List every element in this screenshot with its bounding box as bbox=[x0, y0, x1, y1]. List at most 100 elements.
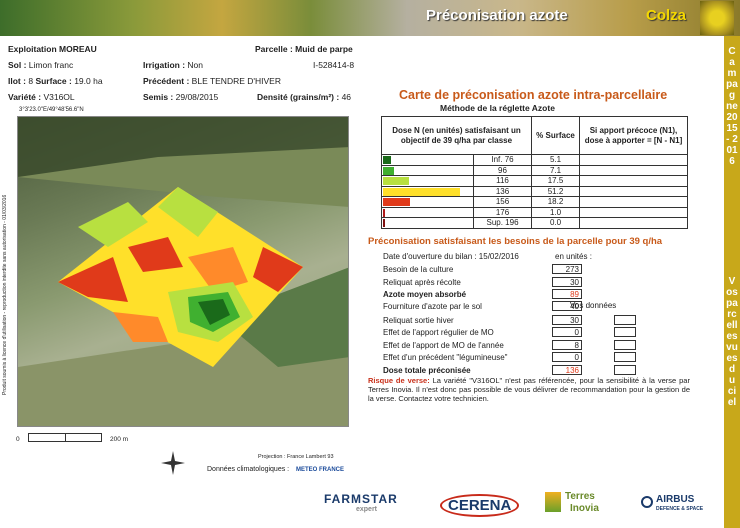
bilan-label: Besoin de la culture bbox=[383, 265, 454, 274]
dose-table: Dose N (en unités) satisfaisant un objec… bbox=[381, 116, 688, 229]
carte-title: Carte de préconisation azote intra-parce… bbox=[399, 88, 668, 102]
surface-value: 17.5 bbox=[531, 175, 580, 187]
dose-bar-cell bbox=[381, 206, 474, 218]
bilan-value: 136 bbox=[552, 365, 582, 375]
precedent-info: Précédent : BLE TENDRE D'HIVER bbox=[143, 76, 281, 86]
crop-name: Colza bbox=[646, 7, 687, 24]
bilan-value: 40 bbox=[552, 301, 582, 311]
dose-value: 96 bbox=[473, 164, 532, 176]
verse-warning: Risque de verse: La variété "V316OL" n'e… bbox=[368, 376, 690, 403]
bilan-label: Reliquat après récolte bbox=[383, 278, 461, 287]
dose-bar-cell bbox=[381, 154, 474, 166]
bilan-value: 273 bbox=[552, 264, 582, 274]
dose-row: 116 17.5 bbox=[381, 175, 688, 187]
n1-value bbox=[579, 185, 688, 197]
vos-donnees-label: Vos données bbox=[570, 301, 617, 310]
bilan-label: Effet de l'apport de MO de l'année bbox=[383, 341, 504, 350]
bilan-title: Préconisation satisfaisant les besoins d… bbox=[368, 236, 663, 247]
semis-info: Semis : 29/08/2015 bbox=[143, 92, 219, 102]
bilan-value: 89 bbox=[552, 289, 582, 299]
bilan-label: Dose totale préconisée bbox=[383, 366, 471, 375]
slogan-vertical-text: Vos parcelles vues du ciel bbox=[726, 276, 738, 408]
ilot-info: Ilot : 8 Surface : 19.0 ha bbox=[8, 76, 103, 86]
dose-bar-cell bbox=[381, 217, 474, 229]
exploitation-name: Exploitation MOREAU bbox=[8, 44, 97, 54]
dose-bar-cell bbox=[381, 175, 474, 187]
surface-value: 51.2 bbox=[531, 185, 580, 197]
projection-info: Projection : France Lambert 93 bbox=[258, 454, 334, 460]
bilan-value: 8 bbox=[552, 340, 582, 350]
bilan-value: 0 bbox=[552, 327, 582, 337]
user-data-input[interactable] bbox=[614, 315, 636, 325]
page-title: Préconisation azote bbox=[426, 7, 568, 24]
airbus-sub: DEFENCE & SPACE bbox=[656, 506, 704, 512]
rapeseed-flower-icon bbox=[700, 1, 734, 35]
n1-value bbox=[579, 196, 688, 208]
dose-bar bbox=[383, 166, 394, 175]
user-data-input[interactable] bbox=[614, 365, 636, 375]
surface-value: 1.0 bbox=[531, 206, 580, 218]
dose-bar bbox=[383, 156, 391, 165]
farmstar-logo: FARMSTAR bbox=[324, 492, 398, 506]
parcel-map bbox=[17, 116, 349, 427]
parcelle-code: I-528414-8 bbox=[313, 60, 355, 70]
n1-value bbox=[579, 164, 688, 176]
scale-start: 0 bbox=[16, 436, 20, 443]
parcel-map-svg bbox=[18, 117, 348, 426]
n1-value bbox=[579, 217, 688, 229]
variete-info: Variété : V316OL bbox=[8, 92, 75, 102]
bilan-label: Azote moyen absorbé bbox=[383, 290, 467, 299]
dose-bar bbox=[383, 198, 411, 207]
airbus-logo: AIRBUS bbox=[656, 494, 695, 505]
dose-row: 176 1.0 bbox=[381, 206, 688, 218]
map-coordinates: 3°3'23.0"E/49°48'56.6"N bbox=[19, 107, 84, 113]
bilan-label: Effet d'un précédent "légumineuse" bbox=[383, 353, 508, 362]
dose-row: 156 18.2 bbox=[381, 196, 688, 208]
dose-bar bbox=[383, 219, 385, 228]
inovia-logo: Inovia bbox=[570, 503, 599, 514]
license-note: Produit soumis à licence d'utilisation -… bbox=[2, 194, 8, 395]
dose-column-header: Dose N (en unités) satisfaisant un objec… bbox=[381, 116, 532, 155]
n1-value bbox=[579, 154, 688, 166]
campaign-vertical-text: Campagne 2015 - 2016 bbox=[726, 46, 738, 167]
farmstar-sub: expert bbox=[356, 506, 378, 513]
surface-value: 0.0 bbox=[531, 217, 580, 229]
meteo-france-logo: METEO FRANCE bbox=[296, 467, 344, 473]
bilan-label: Reliquat sortie hiver bbox=[383, 316, 454, 325]
user-data-input[interactable] bbox=[614, 352, 636, 362]
terres-logo: Terres bbox=[565, 491, 595, 502]
parcelle-name: Parcelle : Muid de parpe bbox=[255, 44, 353, 54]
surface-value: 7.1 bbox=[531, 164, 580, 176]
densite-info: Densité (grains/m²) : 46 bbox=[257, 92, 352, 102]
bilan-label: Fourniture d'azote par le sol bbox=[383, 302, 482, 311]
dose-row: 96 7.1 bbox=[381, 164, 688, 176]
dose-row: 136 51.2 bbox=[381, 185, 688, 197]
dose-row: Sup. 196 0.0 bbox=[381, 217, 688, 229]
n1-column-header: Si apport précoce (N1), dose à apporter … bbox=[579, 116, 688, 155]
dose-bar-cell bbox=[381, 164, 474, 176]
bilan-value: 30 bbox=[552, 315, 582, 325]
scale-bar bbox=[28, 433, 102, 442]
dose-value: 156 bbox=[473, 196, 532, 208]
user-data-input[interactable] bbox=[614, 340, 636, 350]
irrigation-info: Irrigation : Non bbox=[143, 60, 203, 70]
header-banner: Préconisation azote Colza bbox=[0, 0, 740, 36]
dose-value: Sup. 196 bbox=[473, 217, 532, 229]
scale-end: 200 m bbox=[110, 436, 129, 443]
bilan-date: Date d'ouverture du bilan : 15/02/2016 bbox=[383, 252, 519, 261]
sidebar-band bbox=[724, 36, 740, 528]
climate-label: Données climatologiques : bbox=[207, 466, 290, 473]
bilan-value: 30 bbox=[552, 277, 582, 287]
dose-bar bbox=[383, 177, 410, 186]
surface-value: 5.1 bbox=[531, 154, 580, 166]
dose-bar bbox=[383, 187, 460, 196]
terres-inovia-icon bbox=[545, 492, 561, 512]
dose-value: 116 bbox=[473, 175, 532, 187]
dose-row: Inf. 76 5.1 bbox=[381, 154, 688, 166]
cerena-logo: CERENA bbox=[440, 494, 520, 517]
compass-rose-icon bbox=[161, 451, 185, 475]
bilan-units: en unités : bbox=[555, 252, 592, 261]
surface-column-header: % Surface bbox=[531, 116, 580, 155]
user-data-input[interactable] bbox=[614, 327, 636, 337]
dose-value: 176 bbox=[473, 206, 532, 218]
